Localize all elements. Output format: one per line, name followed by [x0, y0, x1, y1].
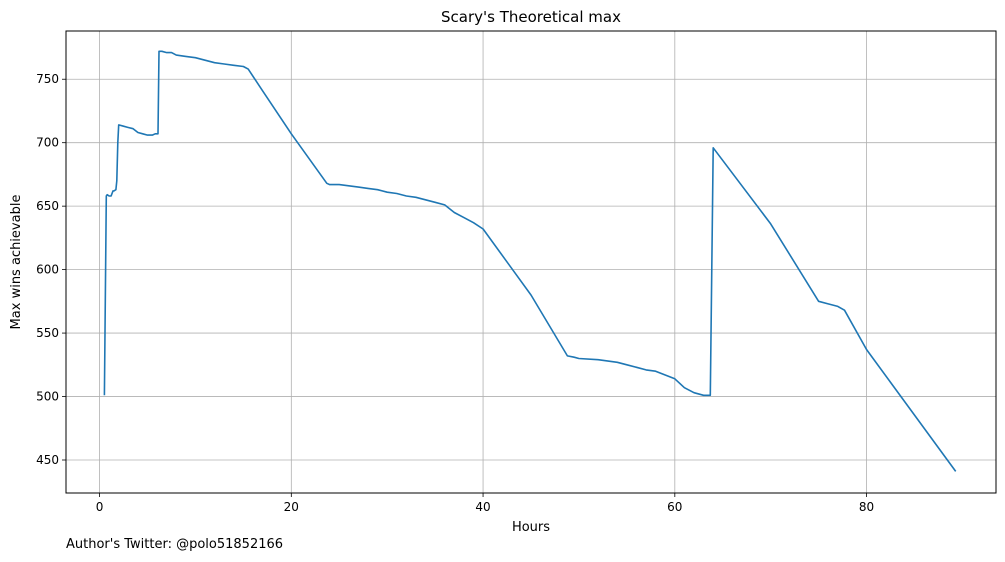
y-tick-label: 550: [36, 326, 59, 340]
y-tick-label: 650: [36, 199, 59, 213]
chart-title: Scary's Theoretical max: [441, 8, 621, 26]
x-tick-label: 80: [859, 500, 874, 514]
x-tick-label: 40: [475, 500, 490, 514]
x-tick-label: 60: [667, 500, 682, 514]
y-tick-label: 750: [36, 72, 59, 86]
x-tick-label: 0: [96, 500, 104, 514]
chart: 0 20 40 60 80 450 500 550 600 650 700 750 Scary's …: [9, 8, 997, 535]
gridlines: [66, 31, 996, 493]
y-tick-label: 600: [36, 263, 59, 277]
author-credit: Author's Twitter: @polo51852166: [66, 537, 284, 552]
series-line: [103, 50, 957, 472]
plot-frame: [65, 30, 997, 494]
x-ticks: 0 20 40 60 80: [96, 493, 874, 514]
y-axis-label: Max wins achievable: [9, 195, 24, 330]
y-tick-label: 700: [36, 136, 59, 150]
series-line-group: [103, 50, 957, 472]
y-tick-label: 450: [36, 453, 59, 467]
x-tick-label: 20: [284, 500, 299, 514]
y-tick-label: 500: [36, 390, 59, 404]
y-ticks: 450 500 550 600 650 700 750: [36, 72, 66, 467]
x-axis-label: Hours: [512, 520, 550, 535]
